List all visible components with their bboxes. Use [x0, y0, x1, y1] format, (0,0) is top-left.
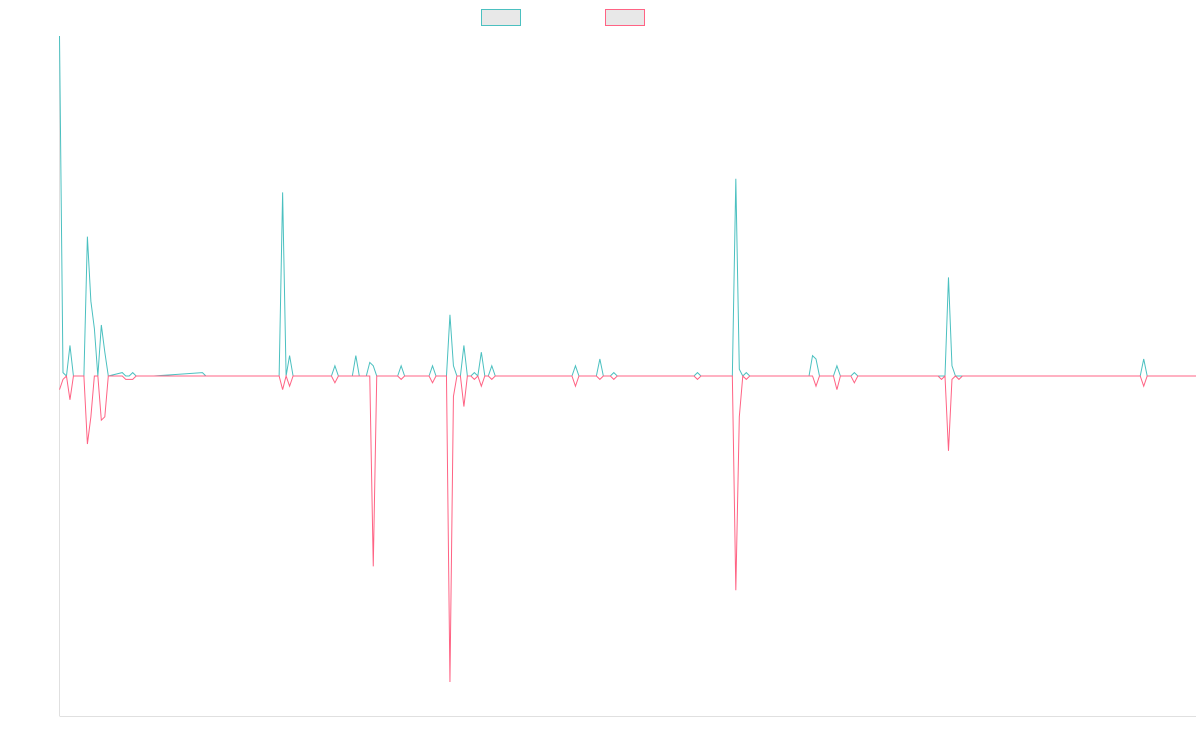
series-layer [59, 35, 1196, 683]
series-line-2 [59, 374, 1196, 683]
series-line-1 [59, 35, 1196, 378]
axes [59, 36, 1196, 717]
legend-swatch-2[interactable] [605, 9, 645, 26]
legend-swatch-1[interactable] [481, 9, 521, 26]
legend[interactable] [481, 9, 645, 26]
